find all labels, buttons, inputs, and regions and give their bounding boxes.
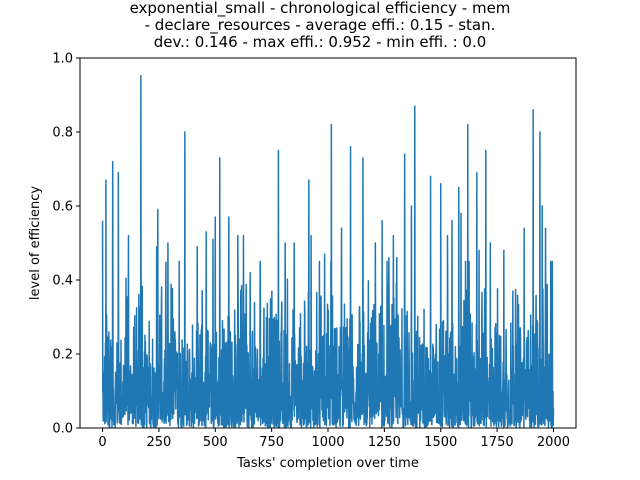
y-tick-label: 0.2 [52, 348, 73, 363]
x-tick-label: 1500 [424, 435, 457, 450]
x-tick-label: 1250 [368, 435, 401, 450]
x-tick-label: 1000 [311, 435, 344, 450]
series-layer [101, 75, 555, 429]
chart-title-line-1: exponential_small - chronological effici… [129, 0, 511, 17]
x-tick-label: 500 [203, 435, 228, 450]
efficiency-series-line [101, 75, 555, 429]
y-axis-label: level of efficiency [28, 186, 43, 300]
y-tick-label: 0.0 [52, 422, 73, 437]
y-tick-label: 1.0 [52, 52, 73, 67]
x-tick-label: 1750 [481, 435, 514, 450]
x-tick-label: 250 [146, 435, 171, 450]
x-axis-label: Tasks' completion over time [236, 456, 419, 471]
x-tick-label: 750 [259, 435, 284, 450]
x-axis-ticks: 0 250 500 750 1000 1250 1500 1750 2000 [98, 428, 570, 450]
x-tick-label: 2000 [537, 435, 570, 450]
y-axis-ticks: 0.0 0.2 0.4 0.6 0.8 1.0 [52, 52, 80, 437]
y-tick-label: 0.6 [52, 200, 73, 215]
y-tick-label: 0.8 [52, 126, 73, 141]
chart-title-line-2: - declare_resources - average effi.: 0.1… [144, 16, 496, 34]
y-tick-label: 0.4 [52, 274, 73, 289]
x-tick-label: 0 [98, 435, 106, 450]
chart-title-line-3: dev.: 0.146 - max effi.: 0.952 - min eff… [153, 33, 487, 51]
